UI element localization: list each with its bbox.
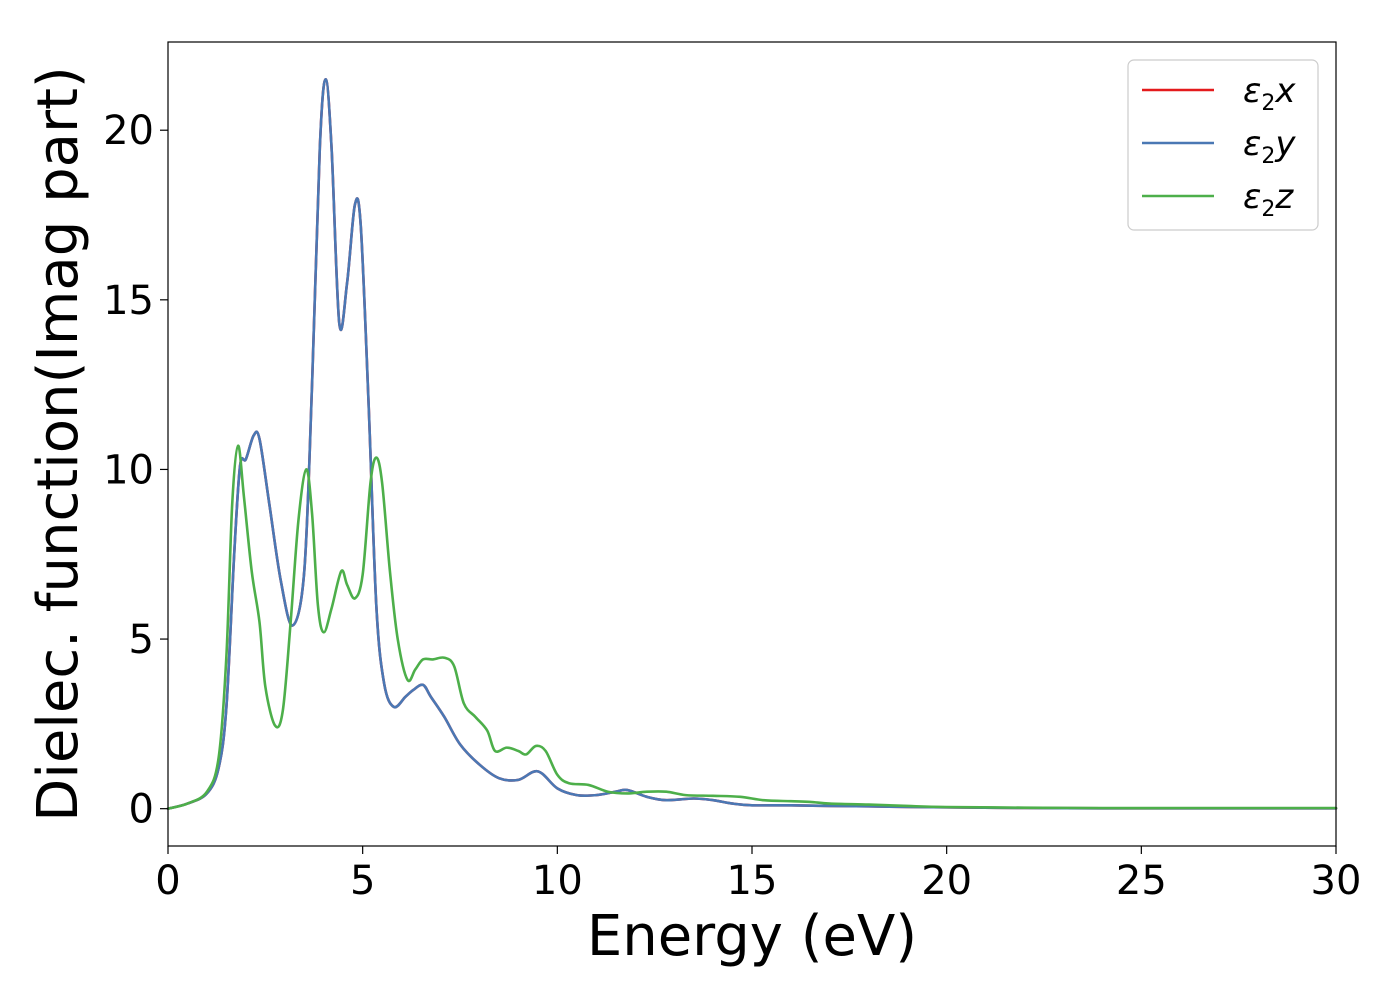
y-tick-label: 0 — [129, 787, 154, 833]
legend: ε2x ε2y ε2z — [1127, 59, 1319, 231]
series-line-y — [166, 78, 1338, 810]
x-tick-label: 30 — [1311, 858, 1362, 904]
legend-label-z: ε2z — [1243, 177, 1294, 222]
series-line-z — [166, 444, 1338, 810]
series-layer — [166, 78, 1338, 810]
y-tick-label: 10 — [103, 447, 154, 493]
x-axis-title: Energy (eV) — [587, 904, 917, 969]
x-tick-label: 5 — [350, 858, 375, 904]
y-axis: 0 5 10 15 20 — [103, 108, 168, 833]
legend-box — [1127, 59, 1319, 231]
y-tick-label: 15 — [103, 278, 154, 324]
x-tick-label: 0 — [155, 858, 180, 904]
x-tick-label: 20 — [921, 858, 972, 904]
x-tick-label: 15 — [727, 858, 778, 904]
y-tick-label: 20 — [103, 108, 154, 154]
y-tick-label: 5 — [129, 617, 154, 663]
legend-items: ε2x ε2y ε2z — [1142, 71, 1296, 222]
legend-label-x: ε2x — [1243, 71, 1296, 116]
legend-label-y: ε2y — [1243, 124, 1296, 169]
x-tick-label: 10 — [532, 858, 583, 904]
x-tick-label: 25 — [1116, 858, 1167, 904]
y-axis-title: Dielec. function(Imag part) — [26, 66, 91, 822]
x-axis: 0 5 10 15 20 25 30 — [155, 846, 1361, 904]
